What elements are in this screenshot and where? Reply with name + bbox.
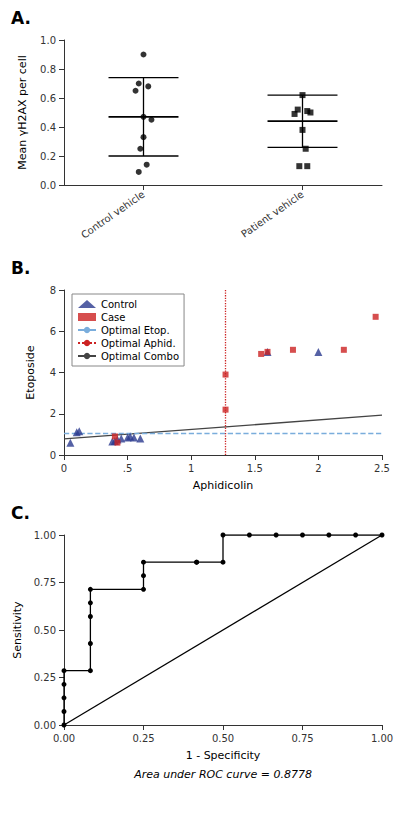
- svg-text:B.: B.: [11, 258, 30, 278]
- svg-text:1.00: 1.00: [371, 733, 393, 744]
- svg-text:Patient vehicle: Patient vehicle: [239, 188, 306, 239]
- svg-text:0.25: 0.25: [132, 733, 154, 744]
- svg-text:4: 4: [50, 367, 56, 378]
- svg-text:Case: Case: [101, 312, 125, 323]
- svg-text:Optimal Combo: Optimal Combo: [101, 351, 179, 362]
- svg-text:Etoposide: Etoposide: [24, 345, 37, 399]
- svg-text:Optimal Aphid.: Optimal Aphid.: [101, 338, 176, 349]
- svg-text:.5: .5: [123, 463, 133, 474]
- svg-text:0: 0: [61, 463, 67, 474]
- svg-text:1 - Specificity: 1 - Specificity: [186, 749, 261, 762]
- svg-text:Control: Control: [101, 299, 137, 310]
- svg-text:0.75: 0.75: [34, 577, 56, 588]
- svg-text:0.50: 0.50: [212, 733, 234, 744]
- svg-text:1.5: 1.5: [247, 463, 263, 474]
- svg-text:2: 2: [315, 463, 321, 474]
- svg-text:Aphidicolin: Aphidicolin: [193, 479, 253, 492]
- svg-text:0: 0: [50, 450, 56, 461]
- svg-text:0.4: 0.4: [40, 122, 56, 133]
- svg-text:0.2: 0.2: [40, 151, 56, 162]
- svg-text:C.: C.: [11, 503, 30, 523]
- svg-text:0.6: 0.6: [40, 93, 56, 104]
- svg-text:2: 2: [50, 408, 56, 419]
- svg-text:0.0: 0.0: [40, 180, 56, 191]
- svg-text:A.: A.: [11, 8, 31, 28]
- svg-text:8: 8: [50, 285, 56, 296]
- svg-text:Area under ROC curve = 0.8778: Area under ROC curve = 0.8778: [133, 768, 312, 781]
- svg-text:0.25: 0.25: [34, 672, 56, 683]
- svg-text:0.00: 0.00: [53, 733, 75, 744]
- svg-text:Mean γH2AX per cell: Mean γH2AX per cell: [16, 55, 29, 170]
- svg-text:Optimal Etop.: Optimal Etop.: [101, 325, 170, 336]
- svg-text:Sensitivity: Sensitivity: [11, 601, 24, 659]
- svg-text:6: 6: [50, 326, 56, 337]
- svg-text:Control vehicle: Control vehicle: [79, 188, 147, 240]
- svg-text:0.8: 0.8: [40, 64, 56, 75]
- svg-text:1.0: 1.0: [40, 35, 56, 46]
- svg-text:1.00: 1.00: [34, 530, 56, 541]
- svg-text:0.75: 0.75: [291, 733, 313, 744]
- svg-text:1: 1: [188, 463, 194, 474]
- svg-text:0.00: 0.00: [34, 720, 56, 731]
- svg-text:0.50: 0.50: [34, 625, 56, 636]
- svg-text:2.5: 2.5: [374, 463, 390, 474]
